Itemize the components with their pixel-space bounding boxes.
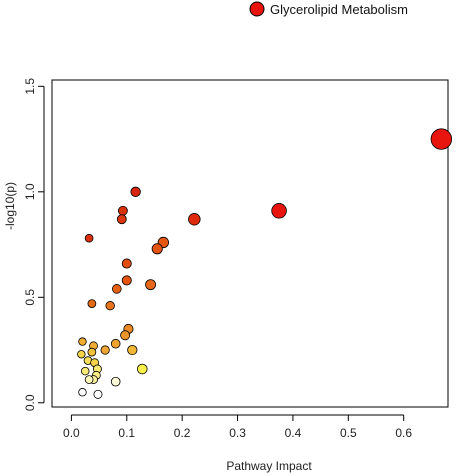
legend-marker-glycerolipid-metabolism bbox=[249, 1, 265, 17]
y-axis-label: -log10(p) bbox=[3, 182, 17, 230]
data-point bbox=[84, 375, 94, 384]
data-point bbox=[121, 258, 132, 269]
data-point bbox=[110, 338, 121, 349]
x-tick-label: 0.1 bbox=[118, 426, 135, 440]
data-point bbox=[121, 275, 132, 286]
plot-frame bbox=[51, 79, 449, 408]
x-tick-label: 0.0 bbox=[63, 426, 80, 440]
data-point bbox=[188, 213, 201, 226]
data-point bbox=[127, 344, 138, 356]
data-point bbox=[271, 203, 287, 219]
x-tick-label: 0.6 bbox=[395, 426, 412, 440]
data-point bbox=[430, 128, 453, 150]
data-point bbox=[110, 376, 121, 387]
data-point bbox=[151, 243, 163, 255]
data-point bbox=[93, 389, 103, 399]
data-point bbox=[77, 350, 86, 359]
y-tick-label: 1.0 bbox=[23, 183, 37, 200]
y-tick-label: 0.5 bbox=[23, 289, 37, 306]
data-points bbox=[77, 128, 453, 399]
data-point bbox=[87, 347, 97, 357]
data-point bbox=[87, 299, 97, 308]
data-point bbox=[145, 279, 157, 291]
legend-label-glycerolipid-metabolism: Glycerolipid Metabolism bbox=[270, 2, 408, 17]
x-axis-label: Pathway Impact bbox=[226, 459, 312, 473]
data-point bbox=[78, 337, 87, 346]
data-point bbox=[100, 345, 110, 355]
x-tick-label: 0.5 bbox=[340, 426, 357, 440]
x-tick-label: 0.2 bbox=[174, 426, 191, 440]
data-point bbox=[80, 366, 90, 376]
data-point bbox=[105, 301, 115, 311]
y-tick-label: 0.0 bbox=[23, 394, 37, 411]
data-point bbox=[117, 205, 128, 216]
x-tick-label: 0.4 bbox=[285, 426, 302, 440]
data-point bbox=[120, 330, 131, 341]
data-point bbox=[84, 233, 94, 243]
y-tick-label: 1.5 bbox=[23, 78, 37, 95]
data-point bbox=[78, 388, 87, 397]
data-point bbox=[116, 214, 127, 225]
data-point bbox=[130, 186, 141, 197]
data-point bbox=[136, 363, 148, 375]
data-point bbox=[111, 284, 122, 294]
legend: Glycerolipid Metabolism bbox=[249, 1, 408, 17]
x-tick-label: 0.3 bbox=[229, 426, 246, 440]
axes: 0.0 0.1 0.2 0.3 0.4 0.5 0.6 0.0 0.5 1.0 1.5 bbox=[23, 78, 449, 440]
